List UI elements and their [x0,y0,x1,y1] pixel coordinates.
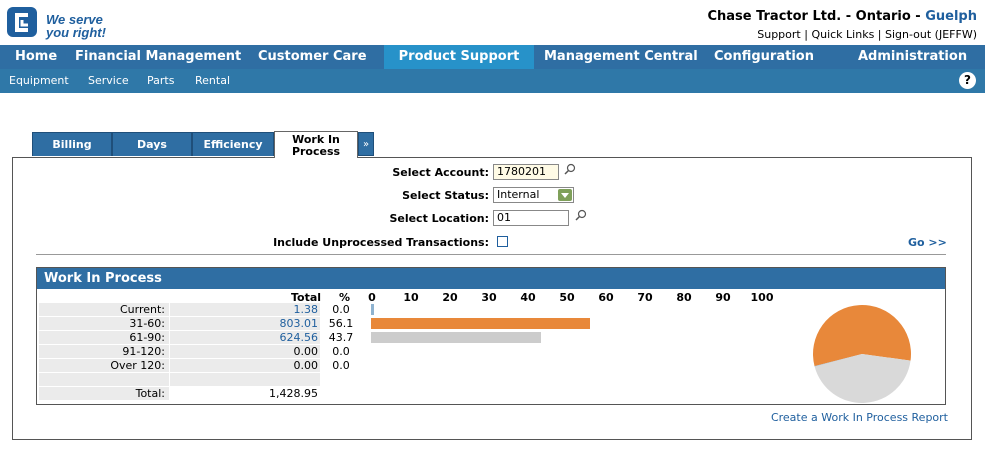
scale-tick-label: 70 [637,291,653,304]
top-links: Support | Quick Links | Sign-out (JEFFW) [757,28,977,41]
row-total[interactable]: 1.38 [170,303,320,316]
tabs-more-icon[interactable]: » [358,132,374,156]
row-bar [371,318,590,329]
row-percent: 56.1 [328,317,354,330]
nav-customer-care[interactable]: Customer Care [258,49,367,64]
row-bar [371,304,374,315]
row-label: 91-120: [39,345,169,358]
nav-home[interactable]: Home [15,49,58,64]
tab-work-in-process[interactable]: Work In Process [274,131,358,158]
nav-management-central[interactable]: Management Central [544,49,698,64]
tab-billing[interactable]: Billing [32,132,112,156]
scale-tick-label: 80 [676,291,692,304]
spacer-cell [170,373,320,386]
content-panel [12,157,972,440]
row-label: 61-90: [39,331,169,344]
separator: | [800,28,812,41]
row-label: Current: [39,303,169,316]
row-percent: 0.0 [332,303,350,316]
status-label: Select Status: [402,189,489,202]
row-bar [371,332,542,343]
signout-link[interactable]: Sign-out (JEFFW) [885,28,977,41]
subnav-service[interactable]: Service [88,74,129,87]
total-label: Total: [39,387,169,400]
row-total[interactable]: 803.01 [170,317,320,330]
scale-tick-label: 30 [481,291,497,304]
scale-tick-label: 40 [520,291,536,304]
scale-tick-label: 60 [598,291,614,304]
status-selected-value: Internal [497,188,540,201]
col-header-total: Total [291,291,322,304]
row-percent: 0.0 [332,359,350,372]
unprocessed-checkbox[interactable] [497,236,508,247]
location-input[interactable]: 01 [493,210,569,226]
pie-slice [814,354,911,404]
nav-administration[interactable]: Administration [858,49,968,64]
company-title: Chase Tractor Ltd. - Ontario - Guelph [707,9,977,24]
company-location: Guelph [925,9,977,24]
location-search-icon[interactable] [575,209,587,221]
tab-days[interactable]: Days [112,132,192,156]
account-search-icon[interactable] [564,163,576,175]
slogan-line1: We serve [46,12,103,27]
location-label: Select Location: [389,212,489,225]
pie-slice [813,305,911,367]
company-logo: We serve you right! [6,6,106,40]
nav-product-support[interactable]: Product Support [384,45,534,69]
wip-table: Total % 0 10 20 30 40 50 60 70 80 90 100 Current: 1.… [37,268,945,404]
row-total: 0.00 [170,359,320,372]
help-icon[interactable]: ? [959,72,976,89]
row-label: Over 120: [39,359,169,372]
go-button[interactable]: Go >> [908,236,947,249]
account-label: Select Account: [392,166,489,179]
row-total: 0.00 [170,345,320,358]
divider [36,254,946,255]
nav-configuration[interactable]: Configuration [714,49,814,64]
scale-tick-label: 10 [403,291,419,304]
subnav-equipment[interactable]: Equipment [9,74,69,87]
logo-mark-icon [7,7,37,37]
company-name: Chase Tractor Ltd. - Ontario - [707,9,926,24]
row-total[interactable]: 624.56 [170,331,320,344]
create-report-link[interactable]: Create a Work In Process Report [770,411,948,424]
pie-slice [814,354,862,367]
slogan-line2: you right! [46,25,106,40]
tab-label-line2: Process [291,145,341,158]
scale-tick-label: 50 [559,291,575,304]
col-header-percent: % [339,291,351,304]
row-percent: 0.0 [332,345,350,358]
scale-tick-label: 100 [750,291,774,304]
main-nav: Home Financial Management Customer Care … [0,45,985,69]
wip-title: Work In Process [37,268,945,289]
row-label: 31-60: [39,317,169,330]
spacer-cell [39,373,169,386]
total-value: 1,428.95 [170,387,320,400]
row-percent: 43.7 [328,331,354,344]
account-input[interactable]: 1780201 [493,164,559,180]
tab-efficiency[interactable]: Efficiency [192,132,274,156]
unprocessed-label: Include Unprocessed Transactions: [273,236,489,249]
support-link[interactable]: Support [757,28,801,41]
wip-section: Work In Process Total % 0 10 20 30 40 50 60 70 8… [36,267,946,405]
scale-tick-label: 0 [368,291,376,304]
scale-tick-label: 20 [442,291,458,304]
logo-slogan: We serve you right! [46,13,106,39]
wip-pie-chart [813,305,911,404]
scale-tick-label: 90 [715,291,731,304]
status-select[interactable]: Internal [493,187,574,203]
subnav-parts[interactable]: Parts [147,74,175,87]
tab-label-line1: Work In [292,133,340,146]
subnav-rental[interactable]: Rental [195,74,230,87]
separator: | [874,28,885,41]
nav-financial-management[interactable]: Financial Management [75,49,242,64]
quick-links-link[interactable]: Quick Links [811,28,875,41]
sub-nav: Equipment Service Parts Rental ? [0,69,985,93]
chevron-down-icon[interactable] [558,189,572,201]
